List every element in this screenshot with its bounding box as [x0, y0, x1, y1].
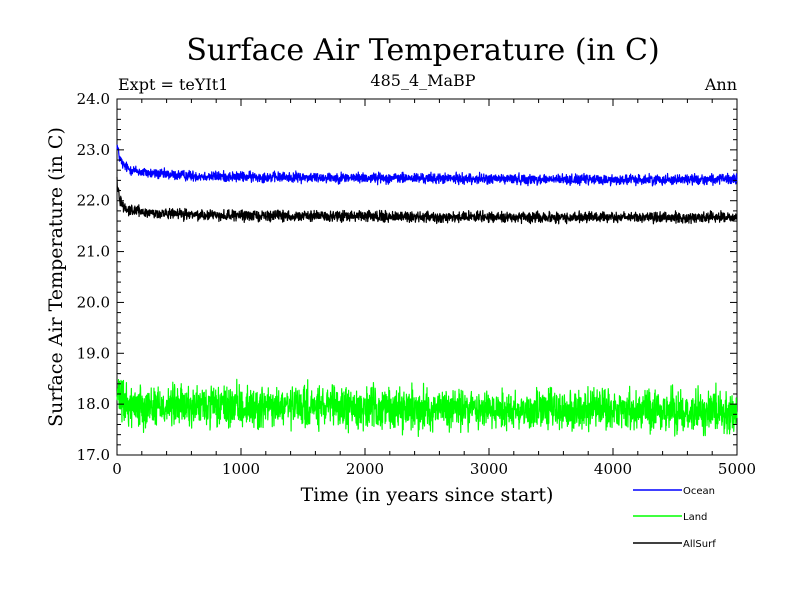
x-axis-label: Time (in years since start) — [301, 484, 554, 506]
y-tick-label: 17.0 — [77, 446, 110, 464]
x-tick-label: 0 — [112, 460, 122, 478]
axis-ticks: 0 1000 2000 3000 4000 5000 17.0 18.0 19.0 20.0 21.… — [77, 90, 757, 478]
series-layer — [116, 144, 738, 437]
series-line-land — [116, 378, 738, 437]
season-label: Ann — [704, 75, 737, 94]
y-tick-label: 20.0 — [77, 293, 110, 311]
y-tick-label: 21.0 — [77, 243, 110, 261]
legend-label-ocean: Ocean — [683, 486, 715, 497]
series-line-allsurf — [116, 176, 738, 225]
y-axis-label: Surface Air Temperature (in C) — [45, 127, 67, 427]
y-tick-label: 22.0 — [77, 192, 110, 210]
x-tick-label: 1000 — [222, 460, 260, 478]
x-tick-label: 2000 — [346, 460, 384, 478]
x-tick-label: 5000 — [718, 460, 756, 478]
y-tick-label: 24.0 — [77, 90, 110, 108]
period-label: 485_4_MaBP — [370, 71, 475, 90]
chart-title: Surface Air Temperature (in C) — [186, 33, 659, 68]
legend-label-allsurf: AllSurf — [683, 539, 716, 550]
plot-frame — [116, 98, 738, 456]
y-tick-label: 18.0 — [77, 395, 110, 413]
legend-label-land: Land — [683, 512, 707, 523]
y-tick-label: 19.0 — [77, 344, 110, 362]
experiment-label: Expt = teYIt1 — [118, 75, 228, 94]
legend: Ocean Land AllSurf — [633, 486, 716, 550]
series-line-ocean — [116, 144, 738, 187]
x-tick-label: 4000 — [594, 460, 632, 478]
x-tick-label: 3000 — [470, 460, 508, 478]
y-tick-label: 23.0 — [77, 141, 110, 159]
